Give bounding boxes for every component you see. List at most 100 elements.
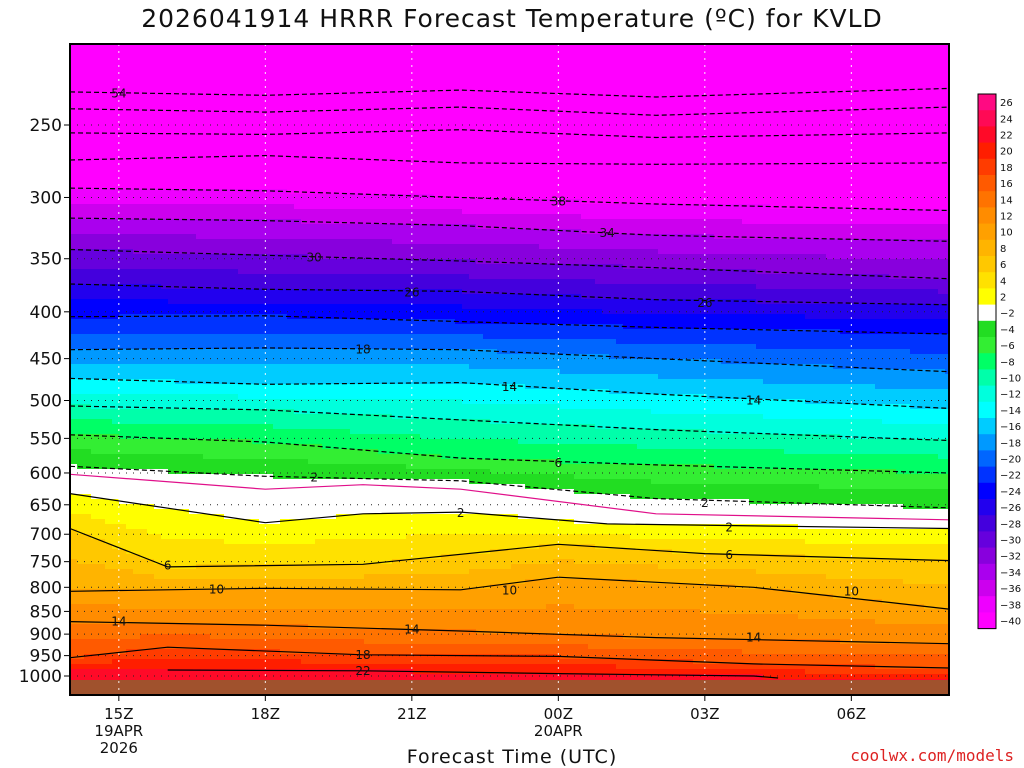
temperature-cell [259, 584, 267, 590]
temperature-cell [84, 189, 92, 195]
temperature-cell [231, 434, 239, 440]
temperature-cell [175, 654, 183, 660]
temperature-cell [175, 404, 183, 410]
temperature-cell [126, 299, 134, 305]
temperature-cell [280, 199, 288, 205]
temperature-cell [203, 499, 211, 505]
temperature-cell [105, 264, 113, 270]
temperature-cell [252, 169, 260, 175]
temperature-cell [266, 534, 274, 540]
temperature-cell [308, 144, 316, 150]
temperature-cell [161, 544, 169, 550]
temperature-cell [112, 524, 120, 530]
temperature-cell [315, 664, 323, 670]
temperature-cell [77, 474, 85, 480]
temperature-cell [140, 579, 148, 585]
temperature-cell [77, 669, 85, 675]
temperature-cell [280, 629, 288, 635]
temperature-cell [322, 414, 330, 420]
temperature-cell [182, 289, 190, 295]
temperature-cell [329, 154, 337, 160]
temperature-cell [182, 49, 190, 55]
temperature-cell [112, 84, 120, 90]
temperature-cell [245, 569, 253, 575]
temperature-cell [168, 144, 176, 150]
temperature-cell [252, 504, 260, 510]
temperature-cell [70, 669, 78, 675]
temperature-cell [238, 399, 246, 405]
temperature-cell [175, 184, 183, 190]
temperature-cell [133, 534, 141, 540]
temperature-cell [322, 649, 330, 655]
temperature-cell [126, 99, 134, 105]
temperature-cell [308, 269, 316, 275]
temperature-cell [189, 239, 197, 245]
temperature-cell [70, 409, 78, 415]
temperature-cell [70, 479, 78, 485]
temperature-cell [98, 254, 106, 260]
temperature-cell [245, 134, 253, 140]
temperature-cell [112, 409, 120, 415]
temperature-cell [238, 134, 246, 140]
temperature-cell [189, 439, 197, 445]
temperature-cell [133, 604, 141, 610]
temperature-cell [105, 659, 113, 665]
temperature-cell [322, 654, 330, 660]
temperature-cell [175, 149, 183, 155]
temperature-cell [308, 364, 316, 370]
temperature-cell [91, 104, 99, 110]
temperature-cell [203, 194, 211, 200]
temperature-cell [329, 324, 337, 330]
temperature-cell [301, 334, 309, 340]
temperature-cell [168, 359, 176, 365]
temperature-cell [70, 269, 78, 275]
temperature-cell [189, 99, 197, 105]
temperature-cell [231, 614, 239, 620]
temperature-cell [182, 279, 190, 285]
temperature-cell [133, 574, 141, 580]
temperature-cell [308, 424, 316, 430]
temperature-cell [210, 449, 218, 455]
temperature-cell [133, 119, 141, 125]
temperature-cell [224, 494, 232, 500]
temperature-cell [280, 644, 288, 650]
temperature-cell [315, 44, 323, 50]
temperature-cell [301, 319, 309, 325]
temperature-cell [322, 479, 330, 485]
temperature-cell [182, 439, 190, 445]
temperature-cell [98, 84, 106, 90]
temperature-cell [119, 484, 127, 490]
temperature-cell [126, 364, 134, 370]
temperature-cell [315, 309, 323, 315]
temperature-cell [259, 434, 267, 440]
temperature-cell [175, 169, 183, 175]
temperature-cell [329, 314, 337, 320]
temperature-cell [315, 224, 323, 230]
temperature-cell [273, 669, 281, 675]
temperature-cell [133, 159, 141, 165]
temperature-cell [245, 634, 253, 640]
temperature-cell [154, 474, 162, 480]
temperature-cell [140, 624, 148, 630]
temperature-cell [77, 324, 85, 330]
temperature-cell [77, 439, 85, 445]
temperature-cell [182, 259, 190, 265]
temperature-cell [259, 144, 267, 150]
temperature-cell [77, 224, 85, 230]
temperature-cell [259, 514, 267, 520]
temperature-cell [154, 114, 162, 120]
temperature-cell [203, 534, 211, 540]
temperature-cell [91, 604, 99, 610]
temperature-cell [252, 594, 260, 600]
temperature-cell [224, 164, 232, 170]
temperature-cell [245, 424, 253, 430]
temperature-cell [196, 144, 204, 150]
temperature-cell [210, 609, 218, 615]
temperature-cell [77, 264, 85, 270]
temperature-cell [196, 584, 204, 590]
temperature-cell [210, 234, 218, 240]
temperature-cell [252, 444, 260, 450]
temperature-cell [294, 494, 302, 500]
temperature-cell [273, 84, 281, 90]
temperature-cell [161, 384, 169, 390]
